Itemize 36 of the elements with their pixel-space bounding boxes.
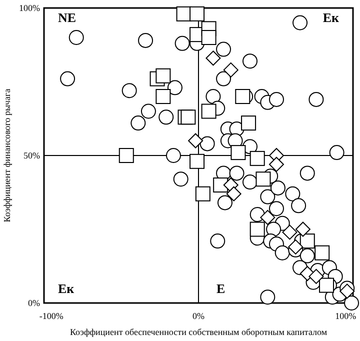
annotation: E	[216, 281, 226, 296]
x-tick-label: 100%	[335, 311, 357, 321]
point	[314, 245, 330, 260]
point	[156, 68, 171, 84]
annotation: Ек	[322, 10, 340, 25]
point	[288, 239, 304, 254]
point	[250, 150, 265, 166]
point	[230, 145, 246, 160]
annotation: Ек	[58, 281, 75, 296]
point	[190, 154, 205, 169]
point	[256, 172, 271, 187]
annotation: NE	[58, 10, 76, 25]
point	[180, 110, 196, 125]
x-axis-title: Коэффициент обеспеченности собственным оборотным капиталом	[70, 327, 328, 337]
point	[201, 104, 216, 119]
point	[201, 30, 216, 45]
x-tick-label: -100%	[39, 311, 64, 321]
point	[195, 186, 210, 202]
point	[190, 6, 205, 22]
point	[118, 148, 134, 163]
point	[250, 222, 265, 237]
y-tick-label: 100%	[19, 3, 40, 13]
point	[241, 116, 256, 131]
y-tick-label: 0%	[28, 298, 40, 308]
point	[226, 186, 242, 202]
x-tick-label: 0%	[192, 311, 205, 321]
y-tick-label: 50%	[24, 150, 40, 160]
point	[319, 278, 334, 293]
point	[268, 156, 284, 172]
y-axis-title: Коэффициент финансового рычага	[2, 88, 12, 222]
point	[213, 178, 228, 192]
point	[300, 234, 315, 249]
point	[308, 268, 324, 284]
point	[235, 89, 250, 104]
point	[156, 89, 171, 104]
point	[282, 224, 298, 240]
